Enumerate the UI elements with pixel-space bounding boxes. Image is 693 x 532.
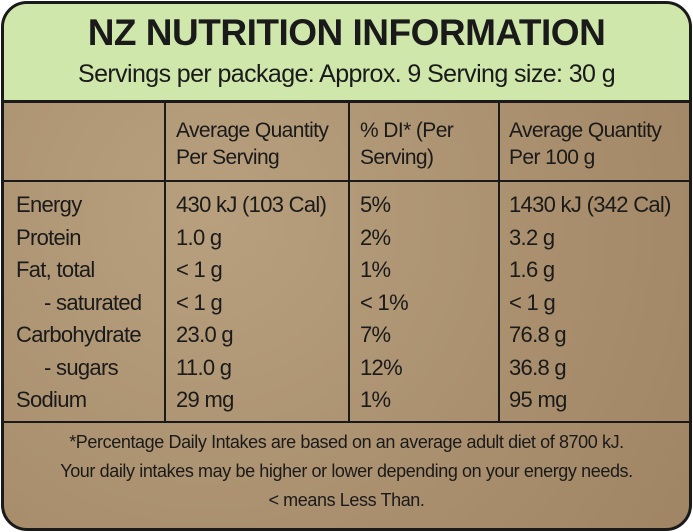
column-header: Average Quantity (176, 119, 329, 142)
nutrient-value: 95 mg (509, 387, 567, 412)
column-header: % DI* (Per (360, 119, 454, 142)
servings: Servings per package: Approx. 9 Serving … (78, 60, 616, 88)
nutrient-value: 7% (360, 322, 391, 347)
column-header: Per 100 g (509, 146, 595, 169)
nutrient-name: Energy (16, 192, 82, 217)
nutrient-value: < 1 g (176, 257, 223, 282)
nutrient-name: - saturated (44, 289, 142, 315)
footnote: *Percentage Daily Intakes are based on a… (69, 432, 624, 452)
header: NZ NUTRITION INFORMATION Servings per pa… (4, 4, 689, 103)
rule (4, 180, 689, 182)
nutrient-value: 36.8 g (509, 354, 567, 380)
nutrient-value: 2% (360, 224, 391, 250)
nutrient-value: 12% (360, 354, 403, 380)
column-header: Average Quantity (509, 119, 662, 142)
nutrient-value: 1.0 g (176, 224, 222, 250)
rule (498, 103, 500, 421)
nutrient-name: Sodium (16, 387, 87, 412)
nutrient-value: 76.8 g (509, 322, 567, 347)
footnote: < means Less Than. (268, 490, 425, 510)
nutrient-value: 11.0 g (176, 354, 232, 380)
nutrient-name: Carbohydrate (16, 322, 142, 347)
nutrient-value: 5% (360, 192, 391, 217)
nutrient-value: < 1 g (176, 289, 223, 315)
nutrient-value: 23.0 g (176, 322, 234, 347)
footnote: Your daily intakes may be higher or lowe… (60, 461, 633, 481)
rule (4, 421, 689, 423)
nutrient-value: 1430 kJ (342 Cal) (509, 192, 671, 217)
nutrient-value: < 1% (360, 289, 409, 315)
nutrient-name: - sugars (44, 354, 119, 380)
title: NZ NUTRITION INFORMATION (87, 12, 606, 53)
nutrient-name: Protein (16, 224, 82, 250)
nutrient-name: Fat, total (16, 257, 95, 282)
column-header: Serving) (360, 146, 434, 169)
column-header: Per Serving (176, 146, 280, 169)
nutrient-value: 430 kJ (103 Cal) (176, 192, 327, 217)
nutrient-value: 1% (360, 257, 391, 282)
rule (348, 103, 350, 421)
nutrient-value: 1.6 g (509, 257, 555, 282)
nutrient-value: < 1 g (509, 289, 556, 315)
nutrient-value: 1% (360, 387, 391, 412)
nutrient-value: 3.2 g (509, 224, 555, 250)
nutrient-value: 29 mg (176, 387, 234, 412)
rule (164, 103, 166, 421)
